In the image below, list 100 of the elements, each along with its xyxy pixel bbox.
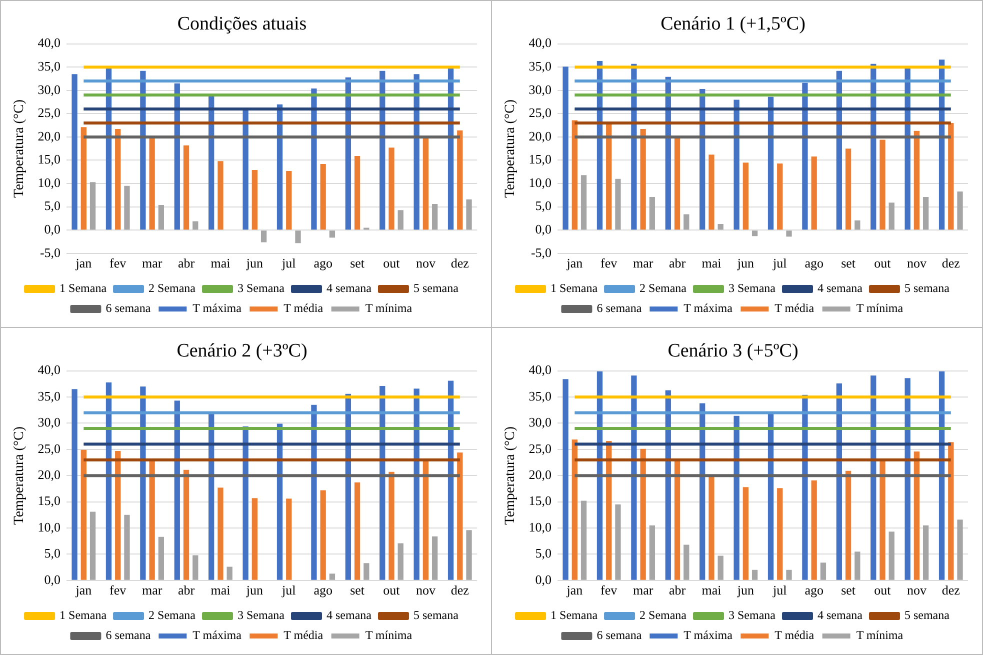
y-tick-label: 20,0 — [38, 467, 61, 482]
bar — [80, 127, 86, 230]
legend-label: 2 Semana — [148, 281, 196, 296]
y-tick-label: 35,0 — [528, 58, 552, 74]
legend-label: T mínima — [856, 628, 904, 642]
legend-label: T máxima — [192, 301, 242, 316]
x-tick-label: mar — [632, 582, 654, 598]
legend-label: 3 Semana — [728, 608, 776, 622]
bar — [192, 555, 198, 580]
bar — [466, 530, 472, 580]
bar — [684, 544, 690, 580]
x-tick-label: fev — [600, 256, 618, 271]
bar — [388, 472, 394, 580]
bar — [802, 82, 808, 230]
legend-label: 2 Semana — [148, 608, 196, 622]
y-tick-label: 10,0 — [38, 174, 61, 190]
bar — [388, 148, 394, 230]
y-tick-label: 30,0 — [528, 414, 552, 430]
legend-label: 6 semana — [106, 628, 152, 642]
bar — [252, 170, 258, 230]
bar — [124, 514, 130, 580]
legend-label: 4 semana — [326, 608, 372, 622]
x-tick-label: dez — [942, 582, 960, 598]
bar — [957, 191, 963, 230]
x-tick-label: fev — [110, 582, 127, 598]
bar — [640, 448, 646, 580]
y-tick-label: 40,0 — [528, 362, 552, 378]
y-tick-label: 15,0 — [38, 152, 61, 167]
x-tick-label: jun — [245, 256, 264, 271]
bar — [674, 460, 680, 580]
y-tick-label: 40,0 — [38, 35, 61, 50]
bar — [777, 488, 783, 580]
chart-title: Cenário 2 (+3ºC) — [176, 340, 308, 362]
x-tick-label: nov — [416, 582, 436, 598]
bar — [811, 156, 817, 230]
x-tick-label: abr — [178, 582, 196, 598]
y-tick-label: 5,0 — [535, 546, 552, 561]
bar — [276, 104, 283, 230]
legend-label: T mínima — [856, 301, 904, 316]
bar — [845, 148, 852, 230]
x-tick-label: mai — [702, 256, 722, 271]
bar — [354, 482, 360, 580]
y-tick-label: 25,0 — [38, 440, 61, 456]
bar — [311, 88, 317, 230]
y-tick-label: 40,0 — [528, 35, 552, 50]
x-tick-label: set — [841, 582, 856, 598]
bar — [768, 414, 774, 580]
legend-label: 5 semana — [904, 281, 950, 296]
bar — [457, 130, 463, 230]
bar — [786, 230, 792, 237]
bar — [572, 439, 578, 580]
x-tick-label: dez — [450, 256, 470, 271]
bar — [786, 570, 792, 580]
bar — [734, 416, 740, 580]
bar — [742, 487, 748, 580]
bar — [311, 404, 317, 580]
bar — [115, 129, 121, 230]
legend-label: 4 semana — [326, 281, 372, 296]
legend-label: 6 semana — [596, 301, 642, 316]
legend-label: 2 Semana — [640, 281, 688, 296]
bar — [854, 220, 860, 230]
bar — [572, 120, 578, 230]
y-tick-label: 30,0 — [38, 414, 61, 430]
x-tick-label: ago — [314, 256, 332, 271]
y-tick-label: 15,0 — [38, 493, 61, 508]
x-tick-label: fev — [110, 256, 127, 271]
bar — [904, 378, 910, 580]
y-tick-label: 25,0 — [38, 105, 61, 120]
y-axis-title: Temperatura (°C) — [503, 99, 518, 198]
legend-label: 1 Semana — [550, 608, 598, 622]
legend-label: 3 Semana — [238, 281, 286, 296]
bar — [752, 230, 758, 236]
y-tick-label: 5,0 — [44, 198, 61, 214]
bar — [364, 563, 370, 580]
y-tick-label: -5,0 — [40, 244, 61, 260]
x-tick-label: nov — [906, 256, 927, 271]
legend-label: 5 semana — [413, 608, 460, 622]
chart-title: Cenário 3 (+5ºC) — [668, 340, 798, 362]
bar — [329, 574, 336, 580]
bar — [242, 108, 248, 230]
x-tick-label: out — [383, 582, 400, 598]
y-tick-label: 30,0 — [528, 82, 552, 97]
y-tick-label: -5,0 — [530, 244, 552, 260]
bar — [649, 197, 656, 230]
bar — [218, 488, 224, 580]
bar — [158, 204, 164, 230]
legend-label: 1 Semana — [60, 608, 108, 622]
bar — [398, 210, 404, 230]
bar — [615, 504, 621, 580]
x-tick-label: out — [383, 256, 400, 271]
bar — [674, 138, 680, 230]
bar — [649, 525, 656, 580]
legend-label: 1 Semana — [550, 281, 598, 296]
legend-label: 6 semana — [596, 628, 642, 642]
bar — [422, 460, 429, 580]
y-tick-label: 0,0 — [535, 222, 552, 237]
bar — [888, 202, 894, 230]
bar — [880, 140, 886, 230]
bar — [708, 154, 714, 230]
x-tick-label: dez — [450, 582, 470, 598]
